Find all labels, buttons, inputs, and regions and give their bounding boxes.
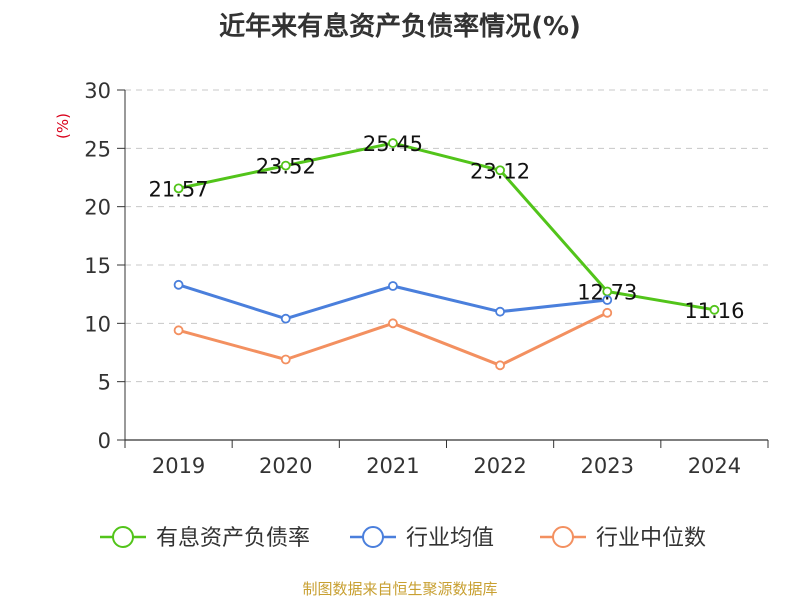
data-point [280, 313, 291, 324]
data-point [388, 281, 398, 291]
data-point [388, 138, 398, 148]
legend-item-3[interactable]: 行业中位数 [540, 526, 706, 551]
x-tick-label: 2021 [366, 454, 419, 478]
grid-lines [125, 89, 768, 383]
data-label: 25.45 [363, 132, 423, 156]
data-point [280, 160, 291, 171]
data-point [495, 165, 505, 176]
source-note: 制图数据来自恒生聚源数据库 [302, 580, 498, 598]
x-tick-label: 2019 [152, 454, 205, 478]
x-tick-label: 2023 [581, 454, 634, 478]
y-tick-label: 25 [84, 137, 111, 161]
data-point [280, 354, 291, 365]
chart-title: 近年来有息资产负债率情况(%) [219, 12, 581, 42]
x-tick-label: 2022 [473, 454, 526, 478]
data-label: 23.52 [256, 155, 316, 179]
series-lines [173, 138, 720, 371]
data-label: 21.57 [149, 177, 209, 201]
series-line-1 [178, 141, 715, 312]
legend-label: 有息资产负债率 [156, 526, 310, 551]
legend-label: 行业均值 [406, 526, 494, 551]
data-label: 23.12 [470, 159, 530, 183]
y-tick-label: 15 [84, 254, 111, 278]
y-tick-label: 10 [84, 312, 111, 336]
y-tick-label: 30 [84, 79, 111, 103]
data-point [173, 183, 184, 194]
data-point [602, 307, 613, 318]
x-tick-label: 2020 [259, 454, 312, 478]
axes: 0 5 10 15 20 25 30 2019 2020 2021 2022 2023 2024 (%) [54, 79, 769, 478]
y-axis-label: (%) [54, 113, 72, 139]
y-tick-label: 5 [98, 371, 111, 395]
data-point [173, 325, 184, 336]
data-labels: 21.57 23.52 25.45 23.12 12.73 11.16 [149, 132, 745, 323]
y-tick-label: 20 [84, 196, 111, 220]
data-point [602, 295, 613, 305]
legend[interactable]: 有息资产负债率 行业均值 行业中位数 [100, 526, 706, 551]
legend-item-2[interactable]: 行业均值 [350, 526, 494, 551]
data-point [388, 318, 398, 329]
legend-swatch-marker [362, 526, 384, 548]
legend-item-1[interactable]: 有息资产负债率 [100, 526, 310, 551]
y-tick-label: 0 [98, 429, 111, 453]
legend-swatch-marker [552, 526, 574, 548]
data-point [173, 279, 184, 290]
legend-label: 行业中位数 [596, 526, 706, 551]
x-tick-label: 2024 [688, 454, 741, 478]
data-label: 11.16 [684, 299, 744, 323]
legend-swatch-marker [112, 526, 134, 548]
data-point [709, 304, 720, 315]
data-point [495, 360, 505, 371]
data-point [495, 306, 505, 317]
data-label: 12.73 [577, 280, 637, 304]
